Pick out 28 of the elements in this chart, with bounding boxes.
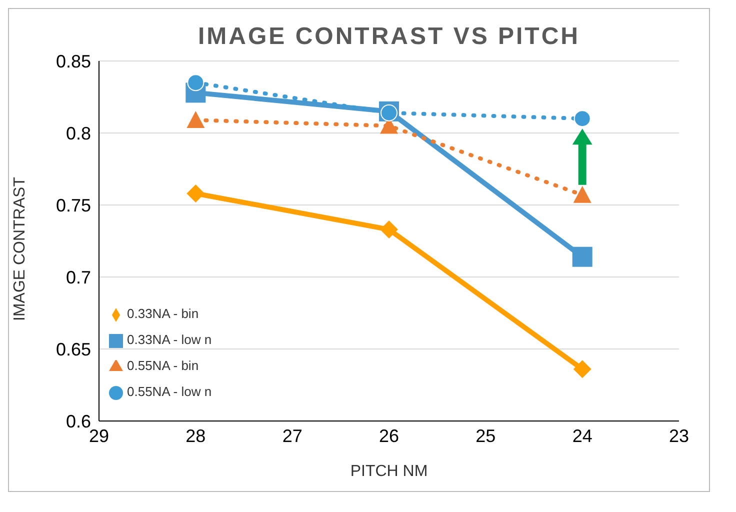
point [572, 246, 592, 267]
x-tick-label: 27 [282, 426, 302, 446]
point [186, 184, 205, 202]
legend-label: 0.55NA - low n [127, 384, 212, 399]
point [186, 111, 205, 128]
y-tick-label: 0.65 [56, 339, 91, 360]
point [573, 360, 592, 378]
legend-label: 0.55NA - bin [127, 358, 199, 373]
legend-label: 0.33NA - low n [127, 332, 212, 347]
y-tick-label: 0.6 [66, 411, 91, 432]
x-axis-title: PITCH NM [350, 463, 428, 480]
legend-label: 0.33NA - bin [127, 306, 199, 321]
point [380, 220, 398, 238]
x-tick-label: 26 [378, 426, 400, 446]
y-tick-label: 0.7 [66, 267, 91, 288]
x-tick-label: 29 [88, 426, 110, 446]
chart-title: IMAGE CONTRAST VS PITCH [196, 22, 581, 51]
y-tick-label: 0.8 [66, 123, 91, 144]
x-tick-label: 23 [668, 426, 690, 446]
point [187, 74, 204, 92]
x-tick-label: 24 [572, 426, 592, 446]
x-tick-label: 28 [186, 426, 206, 446]
y-axis-title: IMAGE CONTRAST [12, 176, 29, 321]
point [574, 110, 591, 128]
x-tick-label: 25 [476, 426, 496, 446]
point [573, 186, 592, 203]
y-tick-label: 0.85 [56, 51, 91, 72]
y-tick-label: 0.75 [56, 195, 91, 216]
